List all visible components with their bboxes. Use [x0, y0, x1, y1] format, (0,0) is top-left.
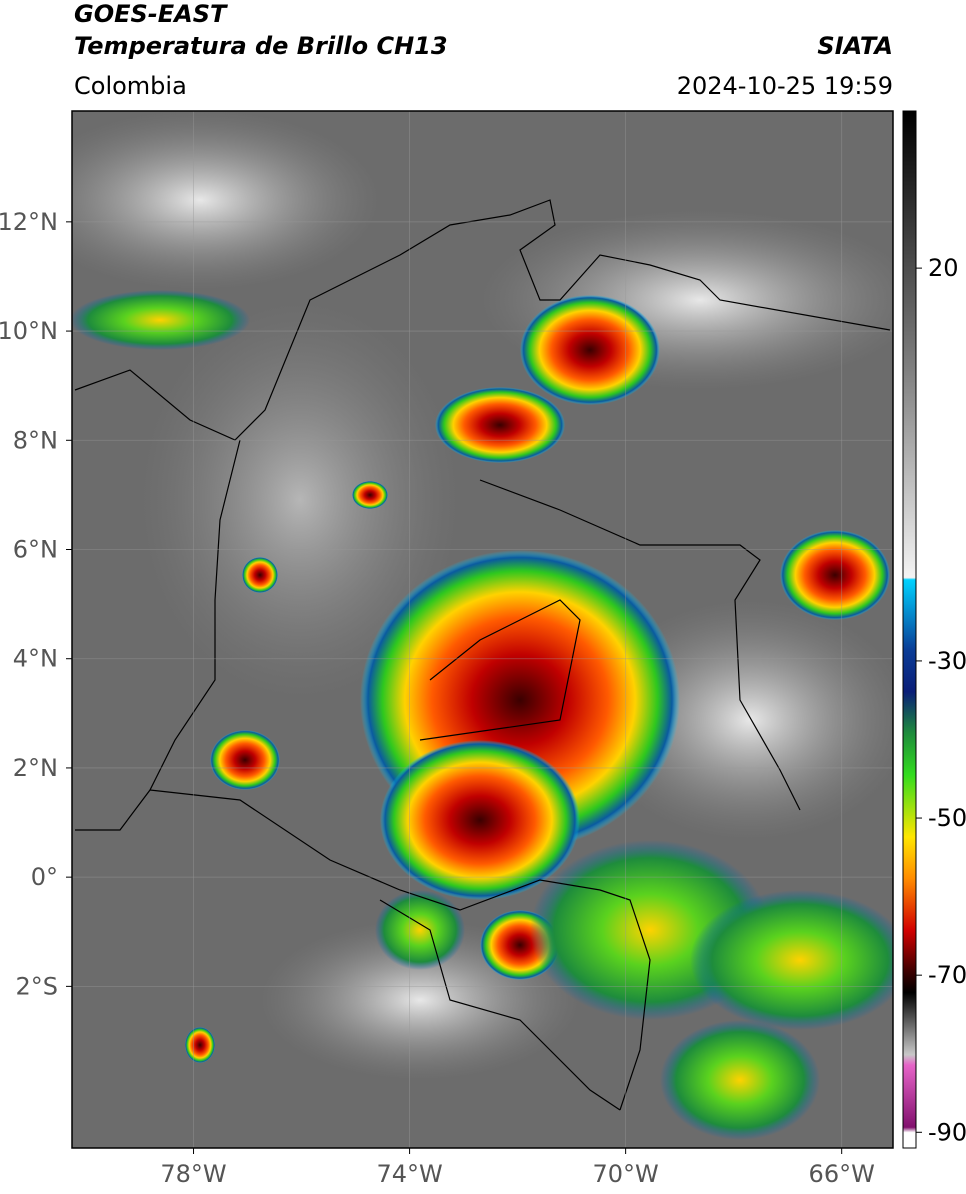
source: SIATA — [817, 32, 893, 60]
colorbar-tick-label: -70 — [928, 961, 966, 989]
y-tick-label: 12°N — [0, 208, 58, 236]
y-tick-label: 2°N — [13, 754, 58, 782]
title: GOES-EAST — [74, 0, 228, 28]
subtitle: Temperatura de Brillo CH13 — [74, 32, 448, 60]
y-tick-label: 0° — [31, 863, 58, 891]
y-tick-label: 4°N — [13, 645, 58, 673]
colorbar — [902, 110, 917, 1149]
y-tick-label: 8°N — [13, 426, 58, 454]
datetime: 2024-10-25 19:59 — [677, 72, 893, 100]
colorbar-tick-label: -30 — [928, 647, 966, 675]
colorbar-tick-label: -90 — [928, 1118, 966, 1146]
x-tick-label: 74°W — [376, 1160, 442, 1188]
map-frame — [71, 110, 894, 1149]
y-tick-label: 10°N — [0, 317, 58, 345]
y-tick-label: 2°S — [15, 972, 58, 1000]
colorbar-tick-label: -50 — [928, 804, 966, 832]
x-tick-label: 66°W — [809, 1160, 875, 1188]
colorbar-tick-label: 20 — [928, 254, 959, 282]
x-tick-label: 78°W — [160, 1160, 226, 1188]
y-tick-label: 6°N — [13, 535, 58, 563]
graticule — [72, 111, 893, 1148]
x-tick-label: 70°W — [592, 1160, 658, 1188]
region: Colombia — [74, 72, 187, 100]
satellite-image — [72, 111, 893, 1148]
